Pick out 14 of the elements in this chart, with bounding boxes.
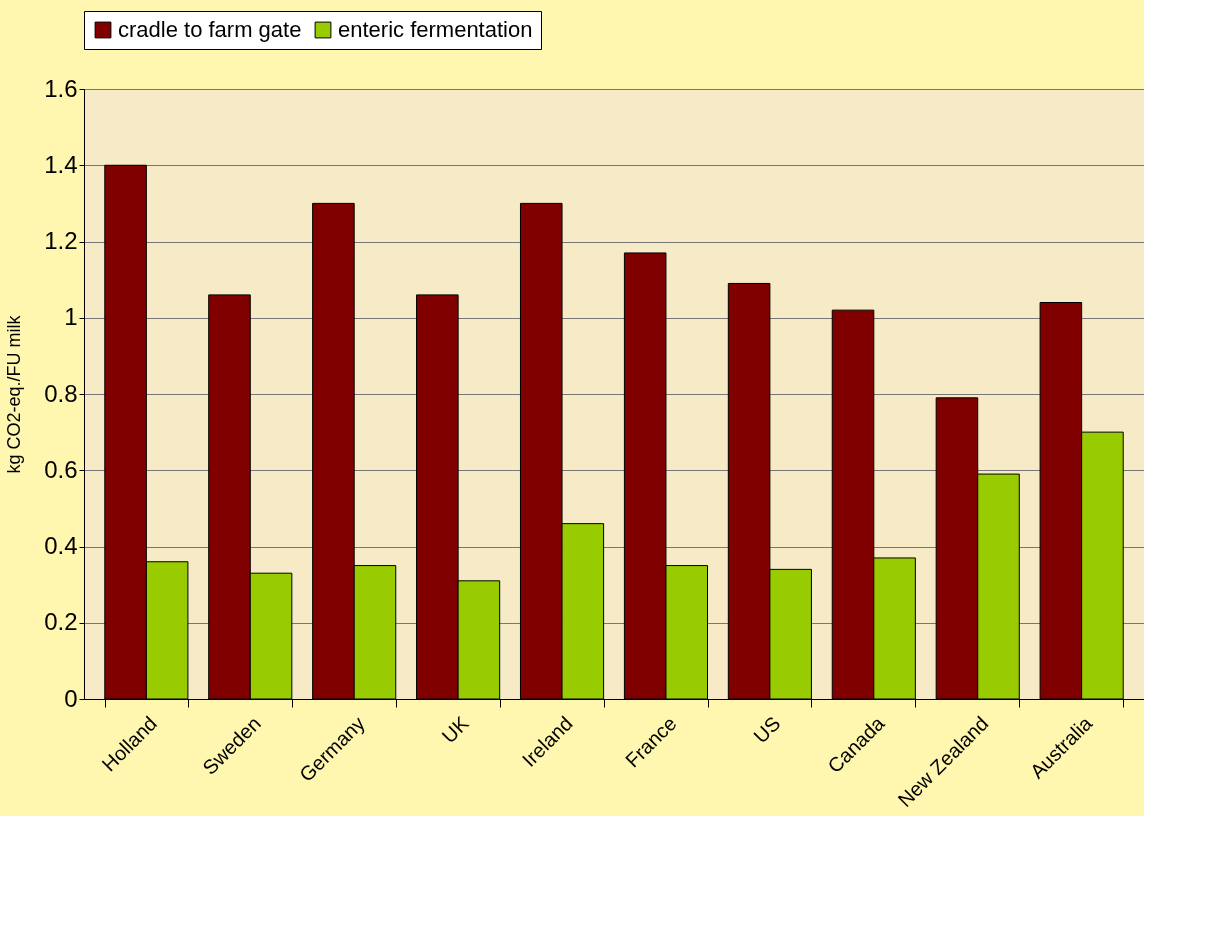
y-tick-label: 0.2 (44, 608, 78, 636)
y-tick-label: 0 (64, 684, 78, 712)
y-axis-title: kg CO2-eq./FU milk (4, 314, 25, 474)
y-tick-label: 0.6 (44, 455, 78, 483)
y-tick-label: 1.6 (44, 74, 78, 102)
y-tick-label: 1.2 (44, 227, 78, 254)
y-tick-label: 1.4 (44, 150, 78, 178)
legend-label: enteric fermentation (338, 17, 533, 42)
y-tick-label: 0.8 (44, 379, 78, 407)
y-tick-label: 0.4 (44, 532, 78, 559)
y-tick-label: 1 (64, 303, 78, 331)
x-tick-label: US (749, 712, 785, 748)
legend-label: cradle to farm gate (118, 17, 302, 42)
x-tick-label: UK (437, 711, 474, 748)
